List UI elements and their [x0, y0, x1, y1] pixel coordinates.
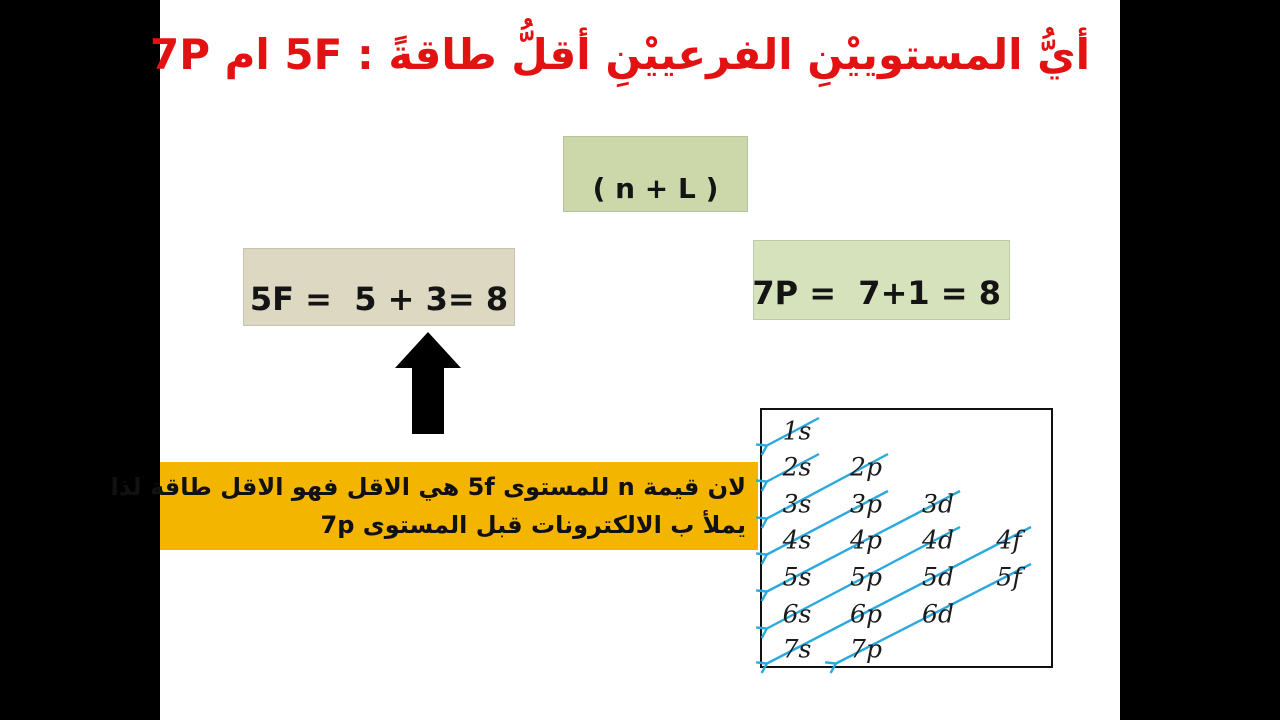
- n-plus-l-label: ( n + L ): [592, 172, 719, 205]
- explanation-note: لان قيمة n للمستوى 5f هي الاقل فهو الاقل…: [110, 462, 758, 550]
- equation-5f-label: 5F = 5 + 3= 8: [249, 280, 509, 318]
- equation-5f-box: 5F = 5 + 3= 8: [243, 248, 515, 326]
- orbital-label-7p: 7p: [850, 634, 882, 664]
- aufbau-arrow: [766, 525, 961, 629]
- aufbau-arrow: [766, 489, 889, 555]
- aufbau-arrow: [766, 452, 889, 519]
- orbital-label-7s: 7s: [782, 634, 812, 664]
- orbital-label-5p: 5p: [850, 562, 882, 592]
- aufbau-arrow: [766, 416, 820, 446]
- orbital-label-4f: 4f: [996, 525, 1022, 555]
- aufbau-arrow: [766, 489, 961, 592]
- orbital-label-3p: 3p: [850, 489, 882, 519]
- orbital-label-3s: 3s: [782, 489, 812, 519]
- orbital-label-4p: 4p: [850, 525, 882, 555]
- explanation-line-1: لان قيمة n للمستوى 5f هي الاقل فهو الاقل…: [110, 473, 746, 501]
- aufbau-arrow: [835, 562, 1032, 664]
- equation-7p-box: 7P = 7+1 = 8: [752, 240, 1010, 320]
- n-plus-l-rule-box: ( n + L ): [563, 136, 748, 212]
- orbital-label-4d: 4d: [922, 525, 954, 555]
- orbital-label-6p: 6p: [850, 599, 882, 629]
- aufbau-arrows-svg: [762, 416, 1032, 666]
- aufbau-diagram: 1s 2s 2p 3s 3p 3d 4s 4p 4d 4f 5s 5p 5d 5f 6s 6p 6d 7s 7p: [760, 408, 1053, 668]
- aufbau-arrow: [766, 525, 1032, 664]
- orbital-label-3d: 3d: [922, 489, 954, 519]
- slide-title: أيُّ المستوييْنِ الفرعييْنِ أقلُّ طاقةً …: [149, 30, 1090, 79]
- up-block-arrow-icon: [395, 332, 461, 434]
- orbital-label-6d: 6d: [922, 599, 954, 629]
- orbital-label-6s: 6s: [782, 599, 812, 629]
- explanation-line-2: يملأ ب الالكترونات قبل المستوى 7p: [320, 511, 746, 539]
- orbital-label-5d: 5d: [922, 562, 954, 592]
- orbital-label-4s: 4s: [782, 525, 812, 555]
- orbital-label-5s: 5s: [782, 562, 812, 592]
- orbital-label-1s: 1s: [782, 416, 812, 446]
- orbital-label-5f: 5f: [996, 562, 1022, 592]
- orbital-label-2p: 2p: [850, 452, 882, 482]
- aufbau-arrow: [766, 452, 820, 482]
- letterbox-right: [1120, 0, 1280, 720]
- orbital-label-2s: 2s: [782, 452, 812, 482]
- letterbox-left: [0, 0, 160, 720]
- equation-7p-label: 7P = 7+1 = 8: [752, 274, 1001, 312]
